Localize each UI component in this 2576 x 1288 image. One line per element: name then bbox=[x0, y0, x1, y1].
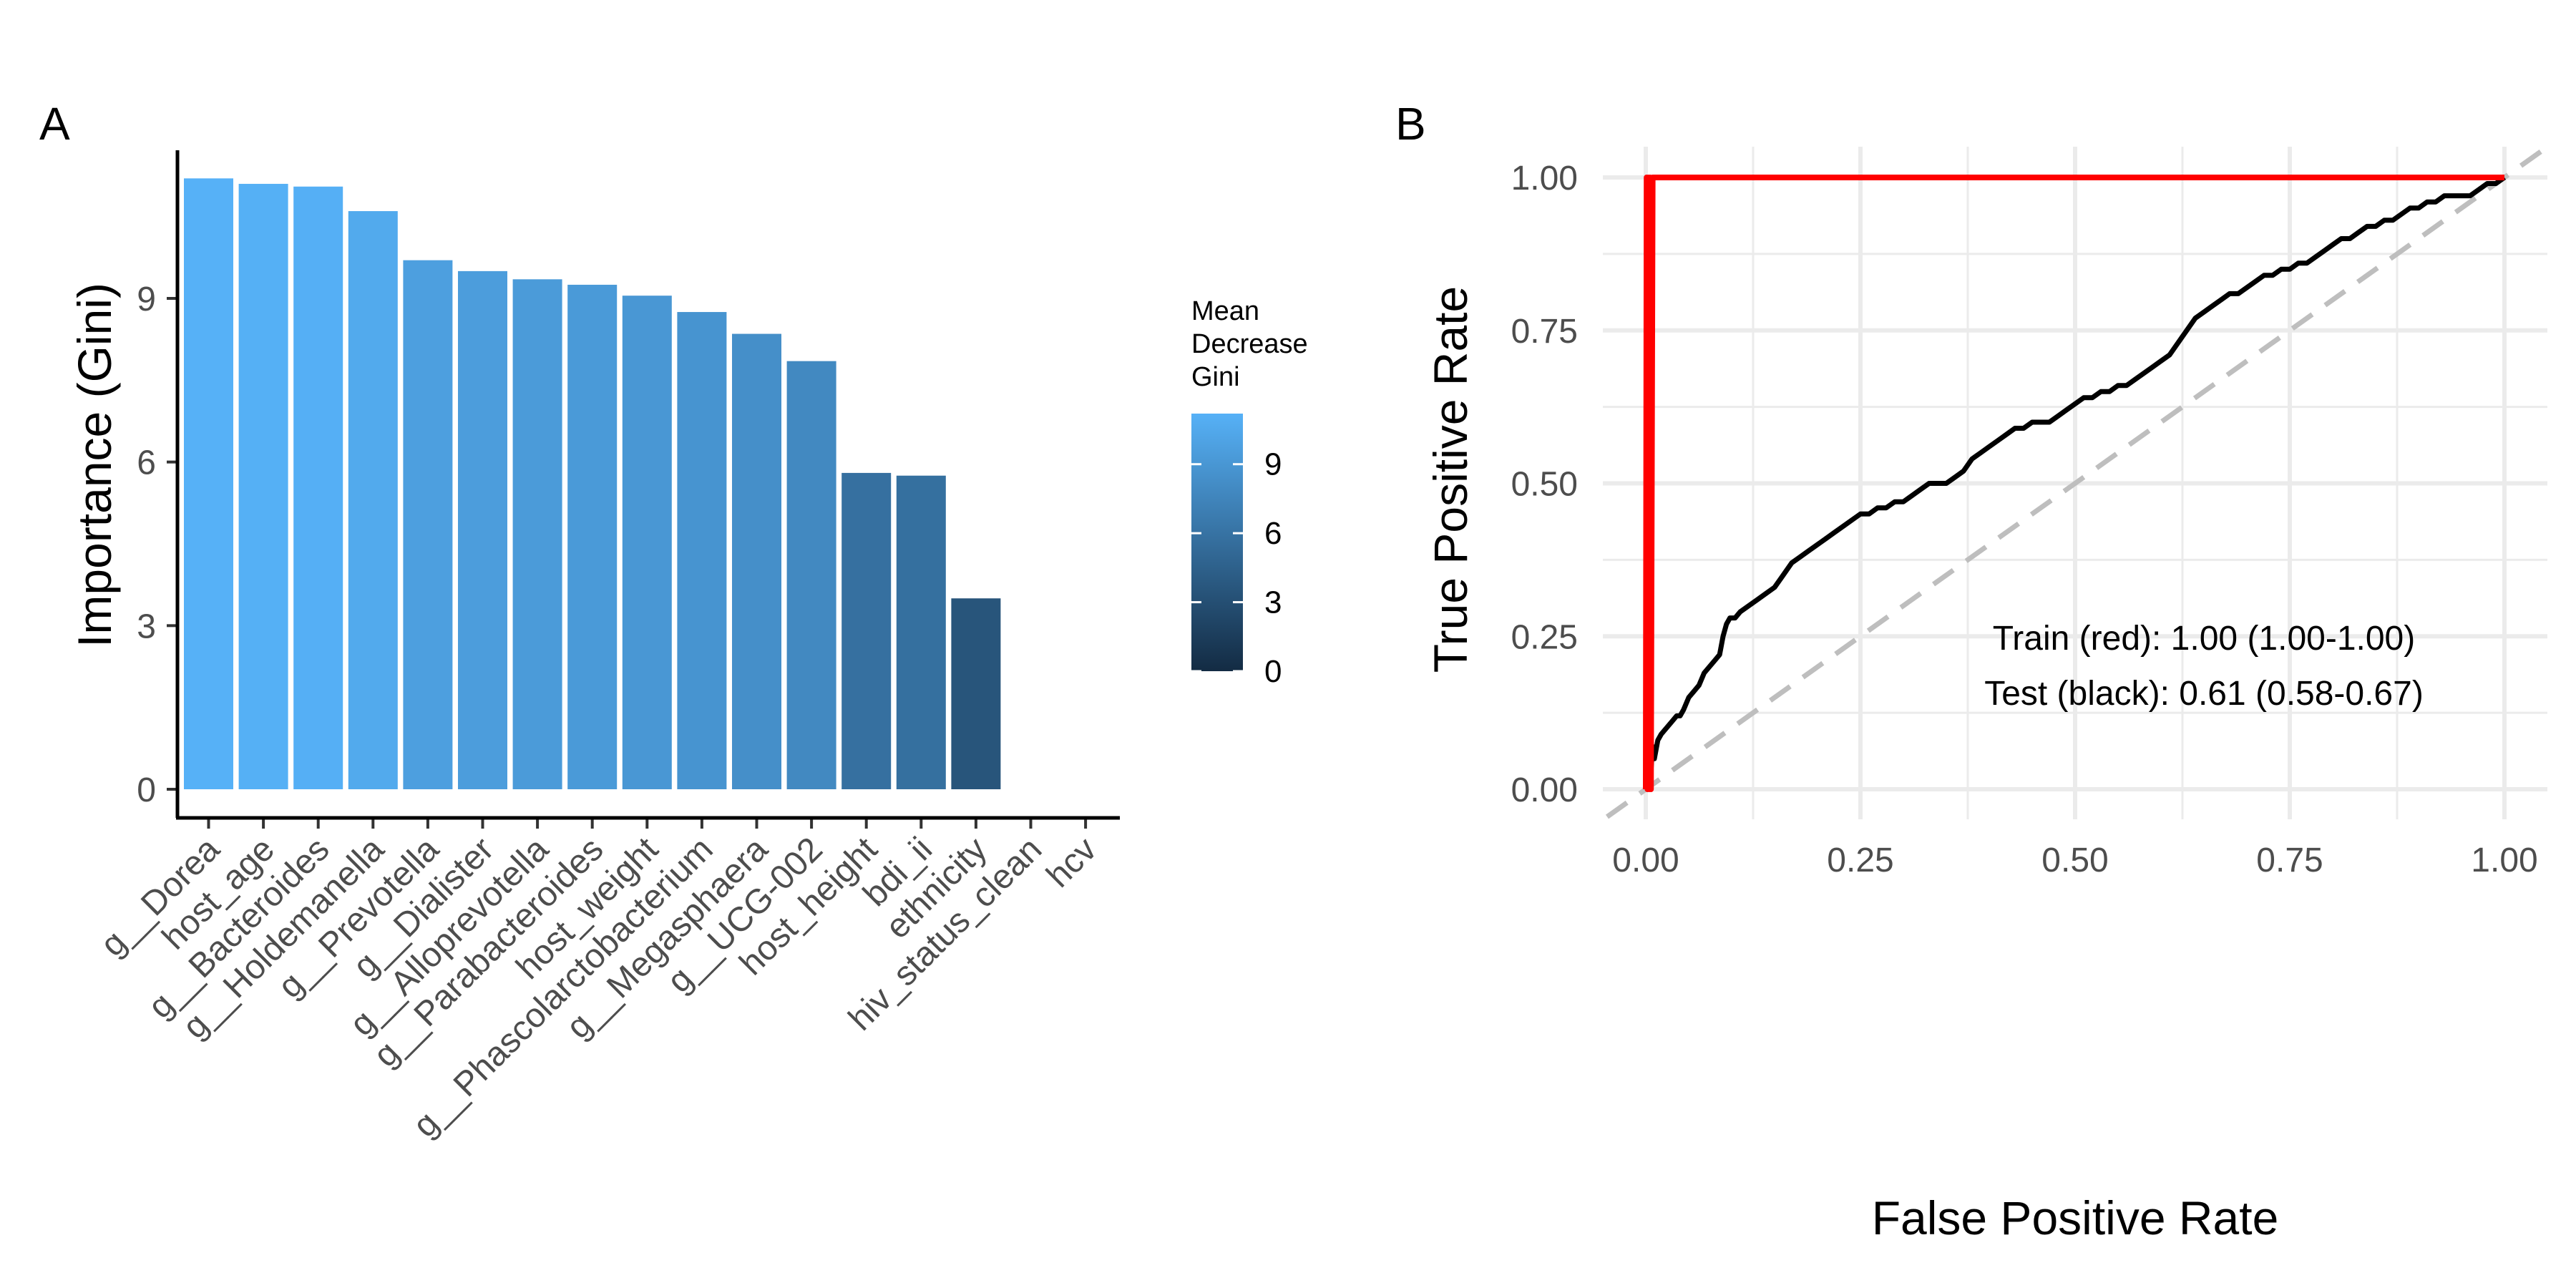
train-auc-annotation: Train (red): 1.00 (1.00-1.00) bbox=[1993, 620, 2415, 658]
panel-a-y-ticks: 0 3 6 9 bbox=[137, 280, 177, 809]
panel-b-x-axis-title: False Positive Rate bbox=[1872, 1191, 2279, 1244]
x-tick-label: 0.50 bbox=[2041, 841, 2108, 879]
x-tick-label: 0.75 bbox=[2256, 841, 2323, 879]
panel-a-tag: A bbox=[39, 98, 70, 150]
panel-a-x-ticks: g__Doreahost_ageg__Bacteroidesg__Holdema… bbox=[94, 818, 1104, 1145]
bar-g__Alloprevotella bbox=[512, 279, 562, 789]
bar-g__Prevotella bbox=[403, 260, 453, 790]
panel-b-y-axis-title: True Positive Rate bbox=[1424, 286, 1477, 673]
y-tick-label: 0 bbox=[137, 771, 156, 809]
y-tick-label: 9 bbox=[137, 280, 156, 318]
test-auc-annotation: Test (black): 0.61 (0.58-0.67) bbox=[1984, 675, 2424, 713]
panel-b-x-ticks: 0.00 0.25 0.50 0.75 1.00 bbox=[1612, 841, 2537, 879]
bar-host_age bbox=[238, 183, 288, 789]
bar-bdi_ii bbox=[896, 475, 946, 789]
x-tick-label: 1.00 bbox=[2471, 841, 2537, 879]
bar-g__Holdemanella bbox=[348, 211, 398, 789]
x-tick-label: 0.00 bbox=[1612, 841, 1679, 879]
panel-a-y-axis-title: Importance (Gini) bbox=[68, 283, 121, 648]
y-tick-label: 6 bbox=[137, 444, 156, 482]
panel-b-tag: B bbox=[1395, 98, 1426, 150]
bar-g__Dorea bbox=[184, 178, 233, 790]
legend-ticks: 0 3 6 9 bbox=[1191, 447, 1282, 689]
bar-host_height bbox=[841, 472, 892, 789]
legend-colorbar bbox=[1191, 414, 1243, 671]
train-roc-curve bbox=[1643, 175, 2504, 792]
legend-tick-label: 6 bbox=[1264, 516, 1282, 551]
bar-g__Bacteroides bbox=[293, 186, 343, 789]
bar-g__Parabacteroides bbox=[567, 284, 618, 789]
diagonal-reference-line bbox=[1605, 147, 2545, 819]
x-tick-label: 0.25 bbox=[1827, 841, 1893, 879]
y-tick-label: 0.00 bbox=[1511, 771, 1578, 809]
legend-title-line-1: Mean bbox=[1191, 296, 1259, 326]
bar-host_weight bbox=[622, 296, 672, 789]
y-tick-label: 1.00 bbox=[1511, 160, 1578, 197]
y-tick-label: 0.50 bbox=[1511, 466, 1578, 504]
legend-title-line-3: Gini bbox=[1191, 362, 1240, 392]
y-tick-label: 0.75 bbox=[1511, 313, 1578, 351]
bar-g__Megasphaera bbox=[732, 333, 781, 789]
test-roc-curve bbox=[1643, 175, 2507, 790]
y-tick-label: 0.25 bbox=[1511, 618, 1578, 656]
panel-a-legend: Mean Decrease Gini 0 3 6 9 bbox=[1191, 296, 1308, 689]
bar-ethnicity bbox=[951, 598, 1001, 789]
legend-tick-label: 9 bbox=[1264, 447, 1282, 482]
legend-title-line-2: Decrease bbox=[1191, 329, 1308, 359]
y-tick-label: 3 bbox=[137, 608, 156, 645]
bar-g__Dialister bbox=[458, 270, 507, 789]
panel-b-y-ticks: 0.00 0.25 0.50 0.75 1.00 bbox=[1511, 160, 1578, 809]
bar-g__UCG-002 bbox=[786, 361, 836, 790]
legend-tick-label: 0 bbox=[1264, 654, 1282, 689]
panel-a: A Importance (Gini) 0 3 6 9 g__Doreahost_ag… bbox=[39, 98, 1308, 1145]
legend-tick-label: 3 bbox=[1264, 585, 1282, 620]
x-tick-label: hcv bbox=[1040, 830, 1104, 894]
bar-g__Phascolarctobacterium bbox=[677, 312, 727, 789]
panel-a-bars bbox=[184, 178, 1001, 790]
panel-b: B 0.00 0.25 0.50 0.75 1.00 0.00 0.25 0.50 0.75 1… bbox=[1395, 98, 2547, 1244]
